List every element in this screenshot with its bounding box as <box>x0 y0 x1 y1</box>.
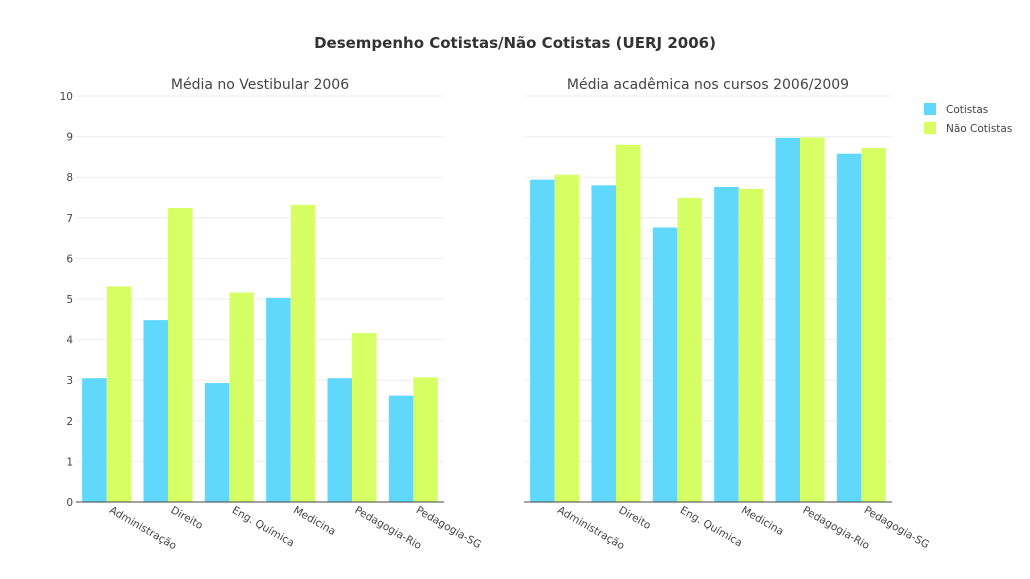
x-tick-label: Pedagogia-Rio <box>353 504 424 552</box>
x-tick-label: Pedagogia-SG <box>414 504 483 551</box>
x-tick-label: Direito <box>617 504 653 532</box>
bar-cotistas[interactable]: Cotistas: 8.58 <box>836 153 862 503</box>
bar-cotistas[interactable]: Cotistas: 8.97 <box>775 137 800 502</box>
bar-cotistas[interactable]: Cotistas: 7.94 <box>530 179 555 503</box>
panel-title: Média acadêmica nos cursos 2006/2009 <box>567 77 849 93</box>
bar-nao-cotistas[interactable]: Não Cotistas: 8.72 <box>861 147 886 502</box>
bar-nao-cotistas[interactable]: Não Cotistas: 3.07 <box>413 377 438 502</box>
chart-panel-2: Média acadêmica nos cursos 2006/2009 Coti… <box>524 77 931 552</box>
bar-cotistas[interactable]: Cotistas: 7.8 <box>591 185 616 502</box>
legend-swatch <box>924 103 936 115</box>
y-tick-label: 5 <box>66 294 73 306</box>
y-tick-label: 8 <box>66 172 73 184</box>
bar-cotistas[interactable]: Cotistas: 7.76 <box>714 186 739 502</box>
legend-label: Cotistas <box>946 104 988 116</box>
panel-title: Média no Vestibular 2006 <box>171 77 349 93</box>
bar-cotistas[interactable]: Cotistas: 4.48 <box>143 320 168 502</box>
bar-nao-cotistas[interactable]: Não Cotistas: 5.16 <box>229 292 254 502</box>
chart-panels: Média no Vestibular 2006 0 1 2 3 4 5 6 7 8 9 10 Coti… <box>60 77 932 552</box>
x-tick-label: Medicina <box>291 504 338 538</box>
y-tick-label: 10 <box>60 91 73 103</box>
legend-item[interactable]: Não Cotistas <box>924 122 1012 135</box>
bar-nao-cotistas[interactable]: Não Cotistas: 7.32 <box>290 204 316 503</box>
bar-cotistas[interactable]: Cotistas: 3.05 <box>327 378 352 502</box>
y-tick-label: 0 <box>66 497 73 509</box>
y-tick-label: 7 <box>66 213 73 225</box>
x-tick-label: Pedagogia-Rio <box>801 504 872 552</box>
y-tick-label: 4 <box>66 335 73 347</box>
x-tick-label: Administração <box>555 504 626 552</box>
bar-nao-cotistas[interactable]: Não Cotistas: 5.31 <box>106 286 132 502</box>
legend-swatch <box>924 122 936 134</box>
y-tick-label: 2 <box>66 416 73 428</box>
legend-item[interactable]: Cotistas <box>924 103 988 116</box>
bar-nao-cotistas[interactable]: Não Cotistas: 7.24 <box>168 208 193 502</box>
x-tick-label: Pedagogia-SG <box>862 504 931 551</box>
bar-cotistas[interactable]: Cotistas: 2.62 <box>388 395 414 502</box>
bar-nao-cotistas[interactable]: Não Cotistas: 8.98 <box>800 137 825 503</box>
bar-nao-cotistas[interactable]: Não Cotistas: 7.71 <box>738 188 764 502</box>
bar-nao-cotistas[interactable]: Não Cotistas: 8.8 <box>616 144 641 502</box>
x-tick-label: Administração <box>107 504 178 552</box>
chart-title: Desempenho Cotistas/Não Cotistas (UERJ 2… <box>314 34 716 52</box>
y-tick-label: 1 <box>66 456 73 468</box>
chart-panel-1: Média no Vestibular 2006 0 1 2 3 4 5 6 7 8 9 10 Coti… <box>60 77 484 552</box>
y-tick-label: 3 <box>66 375 73 387</box>
bar-cotistas[interactable]: Cotistas: 3.05 <box>82 378 107 502</box>
bar-cotistas[interactable]: Cotistas: 2.93 <box>204 383 230 502</box>
bar-cotistas[interactable]: Cotistas: 5.03 <box>266 297 291 502</box>
x-tick-label: Medicina <box>739 504 786 538</box>
y-tick-label: 6 <box>66 253 73 265</box>
legend-label: Não Cotistas <box>946 123 1012 135</box>
bar-nao-cotistas[interactable]: Não Cotistas: 7.49 <box>677 197 702 502</box>
x-tick-label: Eng. Química <box>230 504 296 549</box>
x-tick-label: Eng. Química <box>678 504 744 549</box>
bar-nao-cotistas[interactable]: Não Cotistas: 4.16 <box>352 333 377 502</box>
bar-cotistas[interactable]: Cotistas: 6.76 <box>652 227 678 502</box>
y-tick-label: 9 <box>66 132 73 144</box>
x-tick-label: Direito <box>169 504 205 532</box>
chart-legend[interactable]: Cotistas Não Cotistas <box>924 103 1012 135</box>
bar-nao-cotistas[interactable]: Não Cotistas: 8.06 <box>554 174 580 503</box>
